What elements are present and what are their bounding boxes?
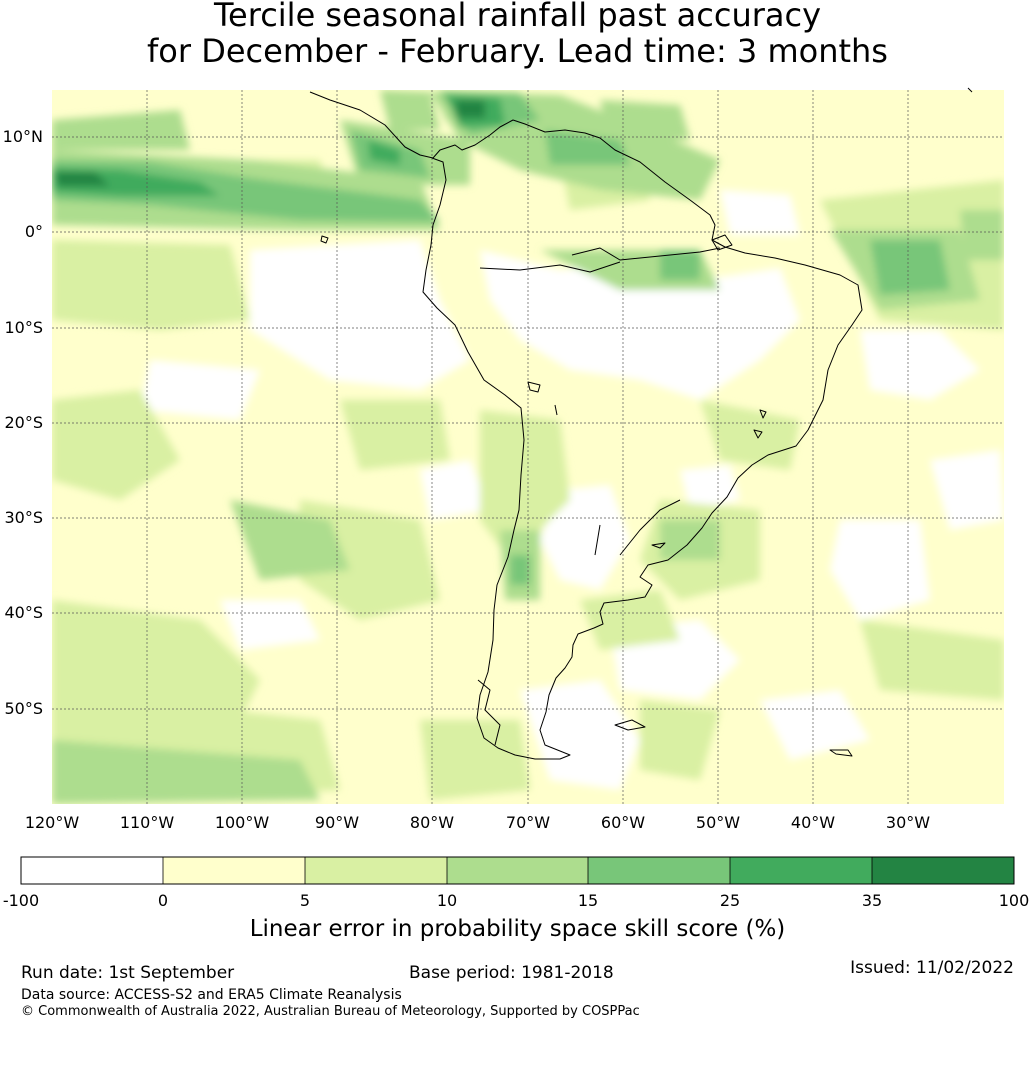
coastlines [309,87,973,760]
copyright-notice: © Commonwealth of Australia 2022, Austra… [21,1004,640,1019]
colorbar-tick-label: 35 [862,891,882,910]
lat-label-10n: 10°N [3,127,43,146]
data-source: Data source: ACCESS-S2 and ERA5 Climate … [21,987,402,1003]
colorbar-label: Linear error in probability space skill … [249,916,786,942]
lon-label-110w: 110°W [120,813,175,832]
graticule [52,90,1004,804]
lat-label-20s: 20°S [4,413,43,432]
colorbar-tick-label: 5 [300,891,310,910]
lon-label-60w: 60°W [601,813,645,832]
run-date: Run date: 1st September [21,963,235,983]
colorbar-tick-label: 10 [437,891,457,910]
colorbar-tick-label: 25 [720,891,740,910]
colorbar-swatch-5 [588,857,730,884]
base-period: Base period: 1981-2018 [409,963,614,983]
colorbar-outline [20,856,1015,885]
lon-label-50w: 50°W [696,813,740,832]
skill-field [52,90,1004,804]
no-skill-regions [60,190,1004,790]
lat-label-10s: 10°S [4,318,43,337]
skill-35-100-regions [55,100,485,186]
colorbar-swatch-3 [305,857,447,884]
map-title-line-1: Tercile seasonal rainfall past accuracy [213,0,822,34]
lon-label-80w: 80°W [410,813,454,832]
colorbar-swatch-1 [21,857,163,884]
lat-label-0: 0° [25,222,43,241]
latitude-labels: 10°N 0° 10°S 20°S 30°S 40°S 50°S [3,127,43,718]
lon-label-90w: 90°W [315,813,359,832]
lon-label-30w: 30°W [886,813,930,832]
colorbar-ticks: -100 0 5 10 15 25 35 100 [3,891,1029,910]
map-title-line-2: for December - February. Lead time: 3 mo… [147,32,888,70]
colorbar-swatch-4 [447,857,588,884]
lat-label-30s: 30°S [4,508,43,527]
lon-label-120w: 120°W [25,813,80,832]
map-panel [52,87,1004,804]
longitude-labels: 120°W 110°W 100°W 90°W 80°W 70°W 60°W 50… [25,813,930,832]
colorbar: -100 0 5 10 15 25 35 100 [3,856,1029,910]
colorbar-tick-label: 100 [999,891,1030,910]
lon-label-100w: 100°W [215,813,270,832]
colorbar-tick-label: 0 [158,891,168,910]
lat-label-50s: 50°S [4,699,43,718]
colorbar-swatch-7 [872,857,1014,884]
colorbar-tick-label: 15 [578,891,598,910]
colorbar-tick-label: -100 [3,891,39,910]
colorbar-swatch-6 [730,857,872,884]
lat-label-40s: 40°S [4,603,43,622]
issued-date: Issued: 11/02/2022 [850,958,1014,978]
lon-label-40w: 40°W [791,813,835,832]
lon-label-70w: 70°W [506,813,550,832]
south-america-coastline [309,91,863,760]
colorbar-swatch-2 [163,857,305,884]
